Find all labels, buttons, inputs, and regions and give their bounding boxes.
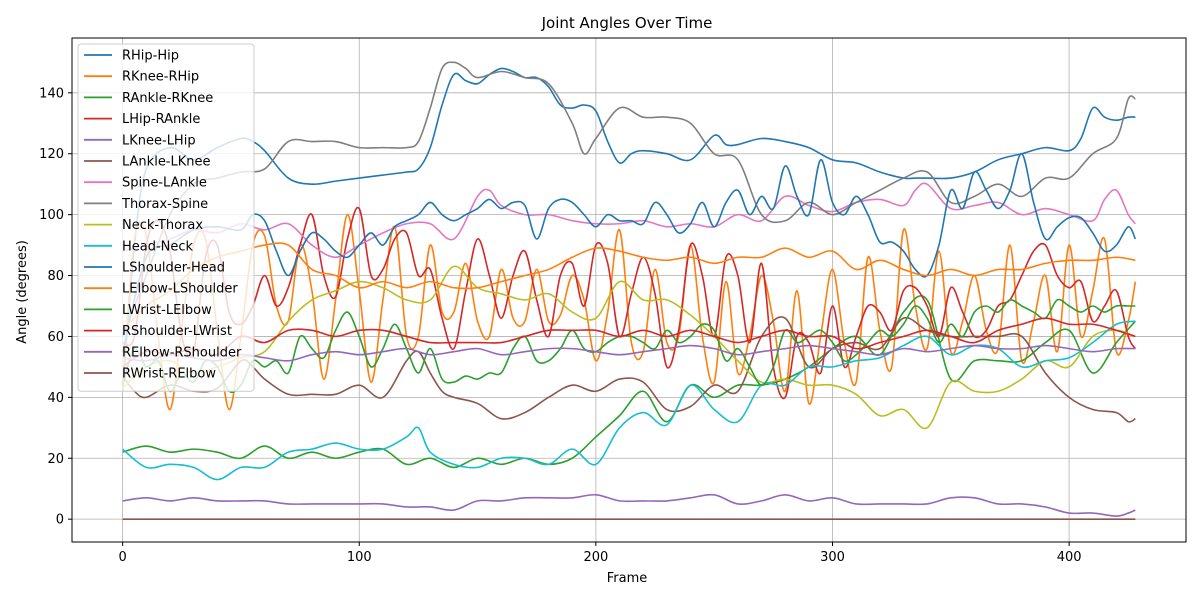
series-line-spine-lankle (122, 182, 1136, 259)
x-tick-label: 200 (583, 550, 608, 565)
series-line-rhip-hip (121, 67, 1136, 392)
chart-title: Joint Angles Over Time (541, 14, 713, 32)
y-tick-label: 0 (56, 513, 64, 528)
series-line-lknee-lhip (122, 493, 1136, 517)
x-axis-label: Frame (607, 571, 648, 586)
legend-label-lshoulder-head: LShoulder-Head (122, 261, 225, 276)
legend-label-lankle-lknee: LAnkle-LKnee (122, 155, 211, 170)
y-tick-label: 80 (47, 269, 64, 284)
legend-label-thorax-spine: Thorax-Spine (121, 197, 208, 212)
legend: RHip-Hip RKnee-RHip RAnkle-RKnee LHip-RAnkl… (77, 43, 255, 392)
y-tick-label: 60 (47, 330, 64, 345)
legend-label-relbow-rshoulder: RElbow-RShoulder (122, 345, 242, 360)
legend-label-lwrist-lelbow: LWrist-LElbow (122, 303, 212, 318)
series-line-lankle-lknee (122, 316, 1136, 423)
x-tick-label: 100 (347, 550, 372, 565)
series-line-head-neck (122, 320, 1136, 481)
series-line-lhip-rankle (122, 206, 1137, 400)
series-line-relbow-rshoulder (122, 344, 1136, 362)
legend-label-rhip-hip: RHip-Hip (122, 49, 179, 64)
series-line-neck-thorax (122, 265, 1136, 430)
legend-label-head-neck: Head-Neck (122, 239, 194, 254)
series-line-lwrist-lelbow (121, 298, 1136, 394)
y-tick-label: 120 (39, 147, 64, 162)
legend-label-lknee-lhip: LKnee-LHip (122, 133, 196, 148)
plot-frame (71, 37, 1187, 543)
series-line-rshoulder-lwrist (122, 317, 1136, 368)
series-line-lelbow-lshoulder (122, 242, 1136, 331)
series-lines (121, 61, 1137, 520)
legend-label-lelbow-lshoulder: LElbow-LShoulder (122, 282, 238, 297)
legend-label-lhip-rankle: LHip-RAnkle (122, 112, 200, 127)
legend-label-neck-thorax: Neck-Thorax (122, 218, 203, 233)
legend-label-rshoulder-lwrist: RShoulder-LWrist (122, 324, 232, 339)
series-line-rankle-rknee (122, 295, 1136, 469)
y-tick-label: 20 (47, 452, 64, 467)
series-line-lshoulder-head (121, 152, 1137, 352)
legend-box (77, 43, 255, 392)
legend-label-rknee-rhip: RKnee-RHip (122, 70, 199, 85)
x-tick-label: 400 (1057, 550, 1082, 565)
axes: 0 100 200 300 400 0 20 40 60 80 100 120 140 (39, 37, 1187, 565)
y-axis-label: Angle (degrees) (15, 240, 30, 344)
legend-label-rankle-rknee: RAnkle-RKnee (122, 91, 213, 106)
x-tick-label: 300 (820, 550, 845, 565)
y-tick-label: 40 (47, 391, 64, 406)
y-tick-label: 140 (39, 86, 64, 101)
y-tick-label: 100 (39, 208, 64, 223)
legend-label-spine-lankle: Spine-LAnkle (122, 176, 207, 191)
series-line-thorax-spine (121, 61, 1136, 337)
x-tick-label: 0 (118, 550, 126, 565)
legend-label-rwrist-relbow: RWrist-RElbow (122, 367, 216, 382)
